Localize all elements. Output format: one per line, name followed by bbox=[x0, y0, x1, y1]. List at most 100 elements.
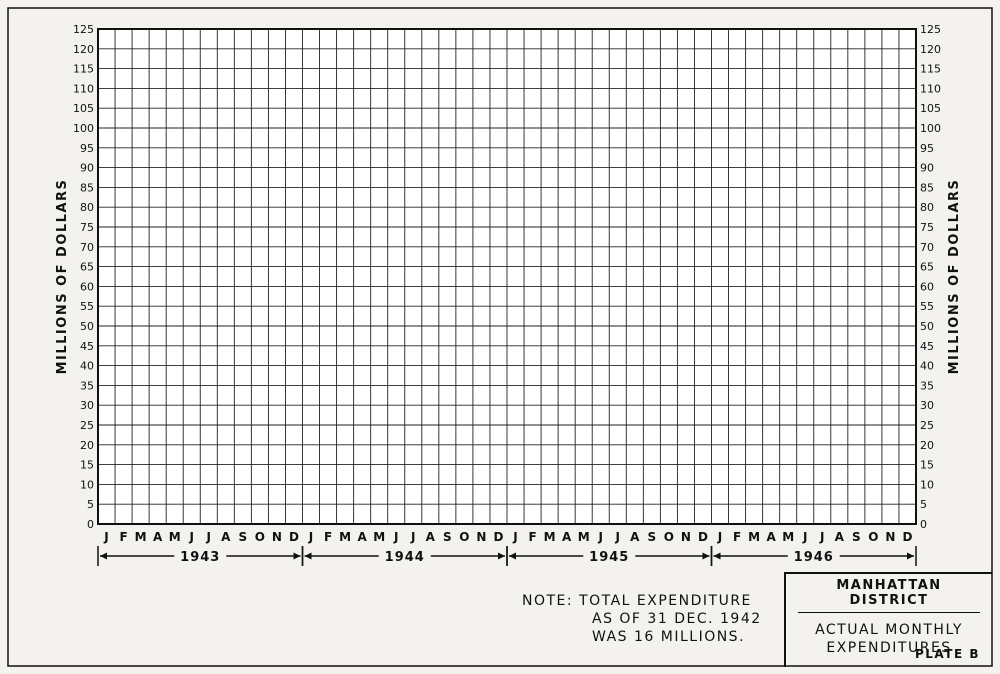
y-tick-left-label: 95 bbox=[80, 142, 94, 155]
x-tick-label-month: A bbox=[630, 530, 640, 544]
y-tick-right-label: 25 bbox=[920, 419, 934, 432]
x-tick-label-month: A bbox=[153, 530, 163, 544]
y-tick-left-label: 30 bbox=[80, 399, 94, 412]
year-bracket-arrow bbox=[509, 552, 516, 560]
y-tick-left-label: 125 bbox=[73, 23, 94, 36]
x-tick-label-month: F bbox=[324, 530, 332, 544]
x-tick-label-month: N bbox=[885, 530, 895, 544]
note-line-2: AS OF 31 DEC. 1942 bbox=[592, 611, 762, 627]
y-tick-right-label: 100 bbox=[920, 122, 941, 135]
y-tick-left-label: 55 bbox=[80, 300, 94, 313]
y-tick-left-label: 15 bbox=[80, 459, 94, 472]
y-tick-right-label: 10 bbox=[920, 478, 934, 491]
y-tick-left-label: 10 bbox=[80, 478, 94, 491]
y-tick-right-label: 80 bbox=[920, 201, 934, 214]
x-tick-label-month: S bbox=[648, 530, 657, 544]
x-tick-label-month: J bbox=[393, 530, 398, 544]
y-tick-right-label: 20 bbox=[920, 439, 934, 452]
year-label: 1946 bbox=[794, 550, 834, 565]
sheet-border bbox=[7, 7, 993, 667]
x-tick-label-month: M bbox=[544, 530, 556, 544]
y-tick-right-label: 110 bbox=[920, 82, 941, 95]
y-tick-right-label: 95 bbox=[920, 142, 934, 155]
y-tick-left-label: 90 bbox=[80, 162, 94, 175]
x-tick-label-month: N bbox=[272, 530, 282, 544]
x-tick-label-month: J bbox=[206, 530, 211, 544]
year-bracket-arrow bbox=[702, 552, 710, 560]
year-label: 1945 bbox=[589, 550, 629, 565]
year-bracket-arrow bbox=[713, 552, 721, 560]
y-tick-right-label: 120 bbox=[920, 43, 941, 56]
y-tick-left-label: 25 bbox=[80, 419, 94, 432]
y-tick-right-label: 105 bbox=[920, 102, 941, 115]
y-tick-left-label: 45 bbox=[80, 340, 94, 353]
y-tick-left-label: 80 bbox=[80, 201, 94, 214]
x-tick-label-month: J bbox=[802, 530, 807, 544]
y-tick-left-label: 110 bbox=[73, 82, 94, 95]
title-block: MANHATTAN DISTRICT ACTUAL MONTHLY EXPEND… bbox=[784, 572, 992, 667]
chart-title-line-2: EXPENDITURES bbox=[826, 640, 952, 656]
x-tick-label-month: J bbox=[308, 530, 313, 544]
x-tick-label-month: J bbox=[597, 530, 602, 544]
y-tick-right-label: 70 bbox=[920, 241, 934, 254]
x-tick-label-month: M bbox=[135, 530, 147, 544]
x-tick-label-month: O bbox=[255, 530, 265, 544]
y-tick-right-label: 15 bbox=[920, 459, 934, 472]
y-tick-left-label: 0 bbox=[87, 518, 94, 531]
x-tick-label-month: J bbox=[512, 530, 517, 544]
y-tick-right-label: 45 bbox=[920, 340, 934, 353]
x-tick-label-month: M bbox=[339, 530, 351, 544]
x-tick-label-month: J bbox=[188, 530, 193, 544]
x-tick-label-month: A bbox=[766, 530, 776, 544]
y-tick-left-label: 40 bbox=[80, 360, 94, 373]
year-bracket-arrow bbox=[304, 552, 312, 560]
year-bracket-arrow bbox=[293, 552, 301, 560]
x-tick-label-month: D bbox=[698, 530, 708, 544]
x-tick-label-month: M bbox=[578, 530, 590, 544]
x-tick-label-month: F bbox=[733, 530, 741, 544]
plate-label: PLATE B bbox=[914, 647, 980, 661]
x-tick-label-month: A bbox=[835, 530, 845, 544]
year-label: 1943 bbox=[180, 550, 220, 565]
x-tick-label-month: M bbox=[169, 530, 181, 544]
x-tick-label-month: D bbox=[493, 530, 503, 544]
y-tick-right-label: 50 bbox=[920, 320, 934, 333]
chart-title: ACTUAL MONTHLY EXPENDITURES bbox=[786, 613, 992, 657]
y-tick-left-label: 35 bbox=[80, 379, 94, 392]
y-tick-left-label: 65 bbox=[80, 261, 94, 274]
note-line-1: NOTE: TOTAL EXPENDITURE bbox=[522, 593, 752, 609]
y-tick-right-label: 0 bbox=[920, 518, 927, 531]
y-tick-right-label: 85 bbox=[920, 181, 934, 194]
x-tick-label-month: O bbox=[459, 530, 469, 544]
x-tick-label-month: A bbox=[357, 530, 367, 544]
x-tick-label-month: A bbox=[426, 530, 436, 544]
axes bbox=[7, 7, 993, 667]
x-tick-label-month: M bbox=[782, 530, 794, 544]
year-label: 1944 bbox=[385, 550, 425, 565]
y-axis-label-left: MILLIONS OF DOLLARS bbox=[55, 179, 70, 375]
x-tick-label-month: M bbox=[748, 530, 760, 544]
y-tick-right-label: 75 bbox=[920, 221, 934, 234]
x-tick-label-month: O bbox=[868, 530, 878, 544]
year-bracket-arrow bbox=[907, 552, 914, 560]
y-tick-right-label: 115 bbox=[920, 63, 941, 76]
department-name: MANHATTAN DISTRICT bbox=[798, 574, 980, 613]
x-tick-label-month: J bbox=[615, 530, 620, 544]
x-tick-label-month: S bbox=[239, 530, 248, 544]
year-bracket-arrow bbox=[100, 552, 107, 560]
x-tick-label-month: M bbox=[373, 530, 385, 544]
plot-frame bbox=[97, 28, 917, 525]
y-tick-right-label: 60 bbox=[920, 280, 934, 293]
y-tick-right-label: 40 bbox=[920, 360, 934, 373]
y-tick-right-label: 35 bbox=[920, 379, 934, 392]
y-tick-right-label: 5 bbox=[920, 498, 927, 511]
y-tick-left-label: 85 bbox=[80, 181, 94, 194]
y-tick-left-label: 70 bbox=[80, 241, 94, 254]
y-tick-left-label: 115 bbox=[73, 63, 94, 76]
x-tick-label-month: A bbox=[562, 530, 572, 544]
y-tick-right-label: 30 bbox=[920, 399, 934, 412]
y-tick-left-label: 5 bbox=[87, 498, 94, 511]
